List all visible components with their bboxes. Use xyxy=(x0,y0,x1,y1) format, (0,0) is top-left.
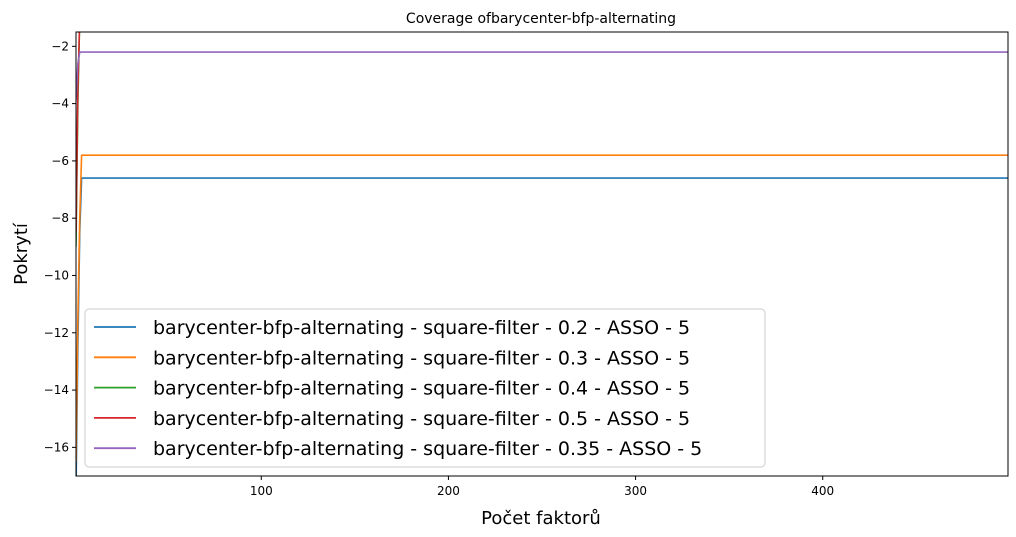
legend-box xyxy=(84,308,766,468)
legend: barycenter-bfp-alternating - square-filt… xyxy=(84,308,766,468)
x-tick-label: 200 xyxy=(437,484,460,498)
y-tick-label: −10 xyxy=(44,268,69,282)
x-tick-label: 100 xyxy=(250,484,273,498)
x-tick-label: 300 xyxy=(624,484,647,498)
x-axis-title: Počet faktorů xyxy=(481,508,601,529)
y-axis: −16 −14 −12 −10 −8 −6 −4 −2 xyxy=(44,39,76,454)
y-tick-label: −8 xyxy=(51,211,69,225)
plot-frame xyxy=(75,31,1009,477)
y-tick-label: −4 xyxy=(51,97,69,111)
y-tick-label: −16 xyxy=(44,440,69,454)
series-line xyxy=(76,154,1008,462)
chart-title: Coverage ofbarycenter-bfp-alternating xyxy=(406,11,676,27)
series-line xyxy=(76,51,1008,101)
y-tick-label: −12 xyxy=(44,326,69,340)
legend-label: barycenter-bfp-alternating - square-filt… xyxy=(153,408,690,430)
series-line xyxy=(76,32,81,233)
y-tick-label: −14 xyxy=(44,383,69,397)
legend-label: barycenter-bfp-alternating - square-filt… xyxy=(153,378,690,400)
legend-label: barycenter-bfp-alternating - square-filt… xyxy=(153,347,690,369)
legend-label: barycenter-bfp-alternating - square-filt… xyxy=(153,317,690,339)
y-axis-title: Pokrytí xyxy=(11,222,32,285)
y-tick-label: −2 xyxy=(51,39,69,53)
x-tick-label: 400 xyxy=(811,484,834,498)
plot-lines xyxy=(76,32,1008,476)
x-axis: 100 200 300 400 xyxy=(250,476,834,498)
y-tick-label: −6 xyxy=(51,154,69,168)
legend-label: barycenter-bfp-alternating - square-filt… xyxy=(153,438,702,460)
